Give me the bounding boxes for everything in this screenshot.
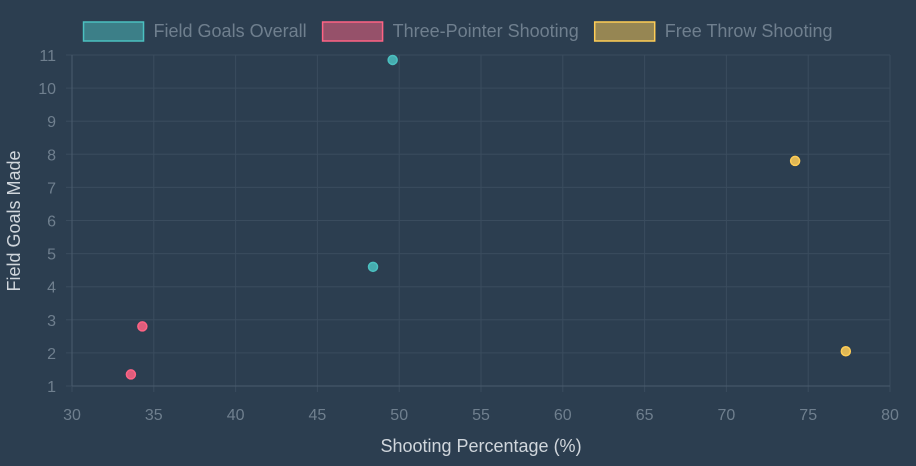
x-axis-label: Shooting Percentage (%) bbox=[380, 436, 581, 456]
y-tick-label: 1 bbox=[47, 379, 56, 396]
point-free-throw-shooting[interactable] bbox=[840, 345, 852, 357]
point-three-pointer-shooting[interactable] bbox=[137, 321, 148, 332]
legend-swatch bbox=[593, 21, 656, 42]
y-tick-label: 2 bbox=[47, 346, 56, 363]
x-tick-label: 75 bbox=[799, 407, 817, 424]
y-tick-label: 10 bbox=[38, 81, 56, 98]
x-tick-label: 35 bbox=[145, 407, 163, 424]
y-tick-label: 6 bbox=[47, 214, 56, 231]
x-tick-label: 60 bbox=[554, 407, 572, 424]
y-tick-label: 11 bbox=[39, 48, 56, 65]
legend-label: Three-Pointer Shooting bbox=[393, 21, 579, 41]
x-tick-label: 55 bbox=[472, 407, 490, 424]
x-tick-label: 65 bbox=[636, 407, 654, 424]
legend-item-free-throw-shooting[interactable]: Free Throw Shooting bbox=[593, 21, 833, 42]
legend-label: Free Throw Shooting bbox=[665, 21, 833, 41]
legend-swatch bbox=[82, 21, 145, 42]
point-field-goals-overall[interactable] bbox=[387, 54, 398, 66]
x-tick-label: 40 bbox=[227, 407, 245, 424]
x-tick-label: 80 bbox=[881, 407, 899, 424]
y-tick-label: 7 bbox=[47, 180, 56, 197]
legend-swatch bbox=[321, 21, 384, 42]
point-three-pointer-shooting[interactable] bbox=[125, 369, 137, 380]
x-tick-label: 45 bbox=[309, 407, 327, 424]
legend-item-three-pointer-shooting[interactable]: Three-Pointer Shooting bbox=[321, 21, 579, 42]
point-field-goals-overall[interactable] bbox=[367, 261, 379, 273]
y-tick-label: 5 bbox=[47, 247, 56, 264]
point-free-throw-shooting[interactable] bbox=[789, 155, 801, 167]
x-tick-label: 50 bbox=[390, 407, 408, 424]
x-tick-label: 30 bbox=[63, 407, 81, 424]
data-points bbox=[125, 54, 852, 380]
y-tick-label: 3 bbox=[47, 313, 56, 330]
y-tick-label: 9 bbox=[47, 114, 56, 131]
x-tick-label: 70 bbox=[718, 407, 736, 424]
y-tick-label: 8 bbox=[47, 147, 56, 164]
legend-label: Field Goals Overall bbox=[154, 21, 307, 41]
y-axis-label: Field Goals Made bbox=[4, 150, 24, 291]
legend: Field Goals Overall Three-Pointer Shootin… bbox=[82, 21, 833, 42]
grid bbox=[66, 54, 891, 392]
legend-item-field-goals-overall[interactable]: Field Goals Overall bbox=[82, 21, 307, 42]
y-tick-label: 4 bbox=[47, 280, 56, 297]
